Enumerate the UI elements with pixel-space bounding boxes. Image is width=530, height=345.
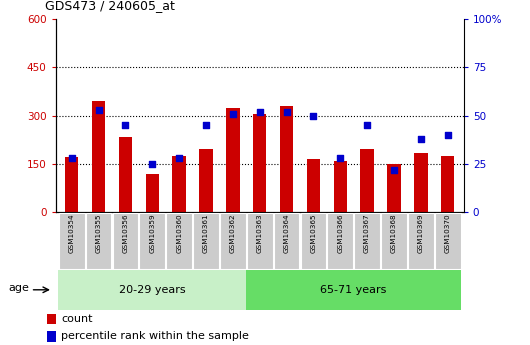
Bar: [381, 213, 407, 268]
Text: GSM10361: GSM10361: [203, 213, 209, 253]
Bar: [441, 156, 454, 212]
Point: [363, 122, 372, 128]
Bar: [247, 213, 272, 268]
Bar: [58, 270, 246, 310]
Text: GSM10366: GSM10366: [337, 213, 343, 253]
Point: [148, 161, 156, 167]
Bar: [199, 149, 213, 212]
Text: GSM10367: GSM10367: [364, 213, 370, 253]
Point: [67, 155, 76, 161]
Bar: [273, 213, 299, 268]
Bar: [280, 106, 293, 212]
Text: GSM10354: GSM10354: [69, 213, 75, 253]
Bar: [119, 137, 132, 212]
Bar: [193, 213, 219, 268]
Text: age: age: [8, 283, 29, 293]
Bar: [139, 213, 165, 268]
Bar: [220, 213, 246, 268]
Bar: [246, 270, 461, 310]
Text: GSM10363: GSM10363: [257, 213, 263, 253]
Point: [336, 155, 344, 161]
Text: GSM10359: GSM10359: [149, 213, 155, 253]
Text: GSM10365: GSM10365: [311, 213, 316, 253]
Text: 20-29 years: 20-29 years: [119, 285, 186, 295]
Bar: [408, 213, 434, 268]
Bar: [226, 108, 240, 212]
Bar: [435, 213, 461, 268]
Bar: [253, 114, 267, 212]
Text: GSM10360: GSM10360: [176, 213, 182, 253]
Text: GSM10364: GSM10364: [284, 213, 289, 253]
Bar: [301, 213, 326, 268]
Text: percentile rank within the sample: percentile rank within the sample: [61, 332, 249, 341]
Text: GSM10370: GSM10370: [445, 213, 450, 253]
Point: [175, 155, 183, 161]
Bar: [307, 159, 320, 212]
Text: GSM10355: GSM10355: [95, 213, 102, 253]
Bar: [65, 157, 78, 212]
Bar: [354, 213, 380, 268]
Point: [309, 113, 317, 118]
Bar: [92, 101, 105, 212]
Bar: [86, 213, 111, 268]
Point: [255, 109, 264, 115]
Point: [228, 111, 237, 116]
Point: [444, 132, 452, 138]
Point: [94, 107, 103, 112]
Bar: [172, 156, 186, 212]
Text: GSM10369: GSM10369: [418, 213, 424, 253]
Point: [417, 136, 425, 141]
Text: count: count: [61, 314, 92, 324]
Text: GSM10368: GSM10368: [391, 213, 397, 253]
Bar: [47, 314, 56, 324]
Text: 65-71 years: 65-71 years: [321, 285, 387, 295]
Bar: [328, 213, 353, 268]
Point: [390, 167, 398, 172]
Bar: [112, 213, 138, 268]
Bar: [47, 331, 56, 342]
Bar: [166, 213, 192, 268]
Point: [282, 109, 291, 115]
Text: GSM10356: GSM10356: [122, 213, 128, 253]
Text: GDS473 / 240605_at: GDS473 / 240605_at: [45, 0, 175, 12]
Bar: [59, 213, 85, 268]
Bar: [387, 164, 401, 212]
Bar: [333, 161, 347, 212]
Bar: [360, 149, 374, 212]
Text: GSM10362: GSM10362: [230, 213, 236, 253]
Bar: [414, 152, 428, 212]
Bar: [146, 174, 159, 212]
Point: [202, 122, 210, 128]
Point: [121, 122, 130, 128]
